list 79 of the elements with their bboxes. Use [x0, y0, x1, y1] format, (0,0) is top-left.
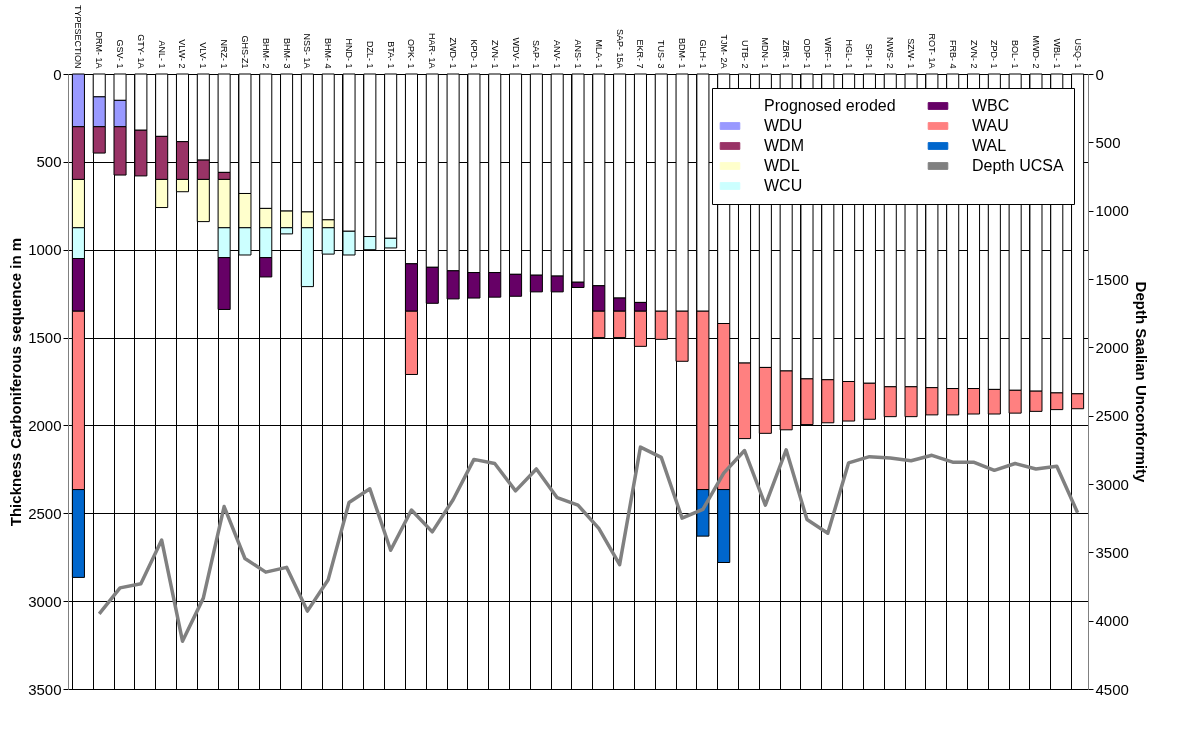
x-tick-label: SAP- 1 [531, 39, 542, 69]
x-tick-label: BOL- 1 [1010, 39, 1021, 69]
legend-label: Depth UCSA [972, 157, 1064, 174]
x-tick-label: ZBR- 1 [781, 39, 792, 69]
x-tick-label: BHM- 4 [323, 37, 334, 69]
x-tick-label: ZWD- 1 [448, 37, 459, 69]
x-tick-label: VLW- 2 [177, 39, 188, 69]
x-tick-label: MDN- 1 [760, 37, 771, 69]
x-tick-label: WBL- 1 [1051, 38, 1062, 69]
y-tick-label: 500 [36, 153, 62, 171]
x-tick-label: NRZ- 1 [219, 39, 230, 69]
x-tick-label: FRB- 4 [947, 39, 958, 69]
series-label: Prognosed eroded [764, 97, 896, 114]
y2-axis-title: Depth Saalian Unconformity [1132, 281, 1150, 484]
legend-label: WDL [764, 157, 800, 174]
x-tick-label: ZVN- 2 [968, 39, 979, 69]
y-axis-title: Thickness Carboniferous sequence in m [7, 237, 25, 527]
x-tick-label: SPI- 1 [864, 43, 875, 69]
x-tick-label: ANL- 1 [156, 40, 167, 69]
x-tick-label: KPD- 1 [468, 39, 479, 69]
x-tick-label: TUS- 3 [656, 39, 667, 69]
x-tick-label: TYPESECTION [73, 4, 84, 69]
x-tick-label: SZW- 1 [906, 38, 917, 69]
x-tick-label: HAR- 1A [427, 32, 438, 69]
x-tick-label: GHS-Z1 [239, 35, 250, 69]
legend-label: WDM [764, 137, 804, 154]
legend-label: WDU [764, 117, 803, 134]
x-tick-label: GTY- 1A [135, 34, 146, 69]
x-tick-label: ZPD- 1 [989, 39, 1000, 69]
legend-label: WBC [972, 97, 1010, 114]
x-tick-label: ANS- 1 [573, 39, 583, 69]
legend-label: WCU [764, 177, 803, 194]
x-tick-label: HND- 1 [344, 38, 355, 69]
x-tick-label: OPK- 1 [406, 38, 417, 69]
x-tick-label: BDM- 1 [677, 37, 688, 69]
x-tick-label: VLV- 1 [198, 42, 209, 69]
legend-label: WAL [972, 137, 1007, 154]
x-tick-label: MLA- 1 [593, 39, 604, 69]
x-tick-label: ANV- 1 [552, 39, 563, 69]
x-tick-label: HGL- 1 [843, 39, 854, 69]
y2-tick-label: 0 [1095, 65, 1104, 83]
y2-tick-label: 1000 [1095, 202, 1129, 220]
y2-tick-label: 3000 [1095, 475, 1129, 493]
y2-tick-label: 3500 [1095, 543, 1129, 561]
y-tick-label: 3500 [28, 680, 62, 698]
x-tick-label: SAP- 15A [614, 28, 625, 69]
x-tick-label: BHM- 3 [281, 37, 292, 69]
x-tick-label: BTA- 1 [385, 41, 396, 69]
y-tick-label: 1500 [28, 329, 62, 347]
x-tick-label: EKR- 7 [635, 39, 646, 69]
y2-tick-label: 1500 [1095, 270, 1129, 288]
x-tick-label: NSS- 1A [302, 33, 313, 69]
y2-tick-label: 4500 [1095, 680, 1129, 698]
x-tick-label: UTB- 2 [739, 39, 750, 69]
x-tick-label: GSV- 1 [115, 39, 126, 69]
x-tick-label: TJM- 2A [718, 34, 729, 69]
y-tick-label: 3000 [28, 592, 62, 610]
x-tick-label: NWS- 2 [885, 37, 896, 69]
x-tick-label: DRM- 1A [94, 31, 105, 69]
x-tick-label: WRF- 1 [822, 37, 833, 69]
x-tick-label: BHM- 2 [260, 37, 271, 69]
y-tick-label: 0 [53, 65, 62, 83]
y-tick-label: 2000 [28, 416, 62, 434]
line-series [97, 445, 1080, 643]
legend-label: WAU [972, 117, 1009, 134]
x-tick-label: ZVN- 1 [489, 39, 500, 69]
y-tick-label: 2500 [28, 504, 62, 522]
x-tick-label: GLH- 1 [697, 39, 708, 69]
x-tick-label: ROT- 1A [926, 33, 937, 69]
y2-tick-label: 4000 [1095, 612, 1129, 630]
y-tick-label: 1000 [28, 241, 62, 259]
y2-tick-label: 500 [1095, 133, 1121, 151]
x-tick-label: WDV- 1 [510, 37, 521, 69]
x-tick-label: MWD- 2 [1030, 35, 1041, 69]
x-tick-label: ODP- 1 [801, 38, 812, 69]
x-tick-label: USQ- 1 [1072, 38, 1083, 69]
y2-tick-label: 2500 [1095, 407, 1129, 425]
y2-tick-label: 2000 [1095, 338, 1129, 356]
x-tick-label: DZL- 1 [364, 40, 375, 69]
